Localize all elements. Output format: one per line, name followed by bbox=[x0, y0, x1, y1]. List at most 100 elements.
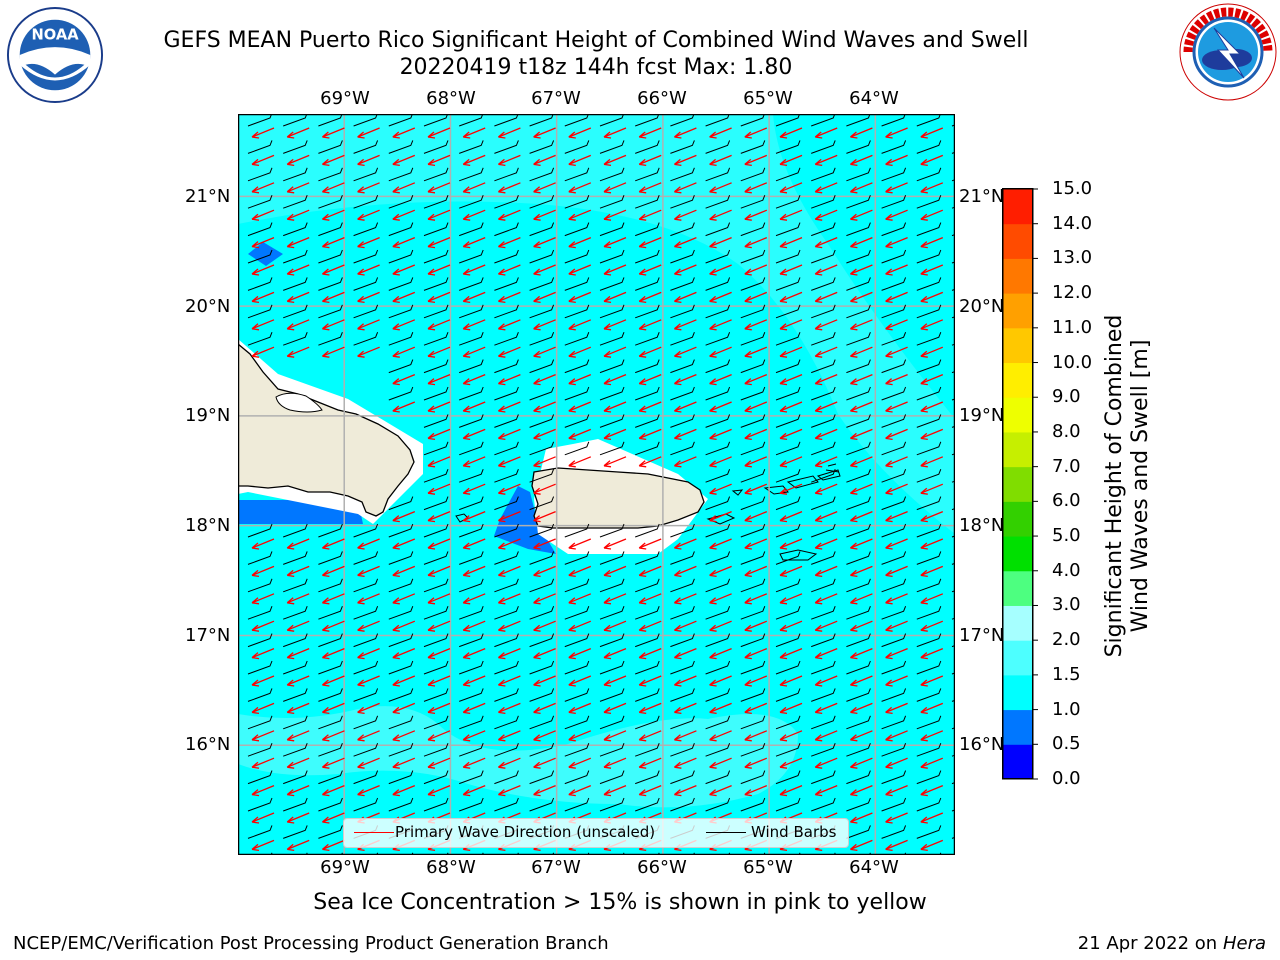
wind-barb bbox=[775, 222, 801, 237]
wind-barb bbox=[740, 551, 766, 565]
wind-barb bbox=[494, 414, 519, 428]
wave-direction-arrow bbox=[462, 127, 486, 139]
wind-barb bbox=[353, 551, 379, 565]
wind-barb bbox=[423, 578, 449, 593]
tortola bbox=[786, 475, 819, 489]
wave-direction-arrow bbox=[286, 784, 310, 797]
wave-direction-arrow bbox=[497, 428, 521, 441]
colorbar-cell bbox=[1003, 570, 1033, 606]
wave-direction-arrow bbox=[779, 346, 803, 358]
wind-barb bbox=[846, 578, 871, 593]
wind-barb bbox=[740, 523, 766, 538]
wind-barb bbox=[740, 140, 766, 154]
wave-direction-arrow bbox=[603, 127, 627, 139]
wave-direction-arrow bbox=[568, 154, 592, 167]
wind-barb bbox=[916, 359, 942, 374]
colorbar-cell bbox=[1003, 293, 1033, 329]
wave-direction-arrow bbox=[427, 236, 451, 249]
wave-direction-arrow bbox=[286, 291, 310, 304]
wind-barb bbox=[353, 797, 379, 812]
wind-barb bbox=[388, 167, 414, 182]
wave-direction-arrow bbox=[533, 401, 556, 413]
wave-direction-arrow bbox=[885, 401, 908, 413]
wind-barb bbox=[811, 249, 836, 264]
lon-label-top-66w: 66°W bbox=[637, 88, 687, 109]
wave-direction-arrow bbox=[814, 757, 838, 769]
wave-direction-arrow bbox=[638, 182, 662, 194]
wave-direction-arrow bbox=[462, 264, 486, 276]
wave-direction-arrow bbox=[533, 730, 556, 742]
wind-barb bbox=[283, 715, 308, 730]
wind-barb bbox=[775, 770, 801, 785]
wind-barb bbox=[846, 606, 871, 620]
wave-direction-arrow bbox=[779, 784, 803, 797]
wave-direction-arrow bbox=[321, 784, 345, 797]
colorbar-tick-label: 11.0 bbox=[1052, 316, 1093, 338]
lon-label-top-67w: 67°W bbox=[531, 88, 581, 109]
wind-barb bbox=[705, 496, 731, 511]
wave-direction-arrow bbox=[568, 784, 592, 797]
wind-barb bbox=[247, 304, 273, 319]
footer-date: 21 Apr 2022 on Hera bbox=[1078, 933, 1266, 954]
wave-direction-arrow bbox=[321, 264, 345, 276]
wave-direction-arrow bbox=[814, 565, 838, 578]
wave-direction-arrow bbox=[286, 812, 310, 824]
wave-direction-arrow bbox=[814, 675, 838, 687]
colorbar-cell bbox=[1003, 674, 1033, 711]
wind-barb bbox=[916, 441, 942, 456]
sea-ice-caption: Sea Ice Concentration > 15% is shown in … bbox=[313, 890, 927, 915]
wave-direction-arrow bbox=[885, 757, 908, 769]
wind-barb bbox=[529, 523, 555, 538]
wave-direction-arrow bbox=[673, 264, 697, 276]
wave-direction-arrow bbox=[568, 428, 592, 441]
wave-direction-arrow bbox=[392, 565, 416, 578]
wind-barb bbox=[599, 277, 625, 291]
wind-barb bbox=[318, 140, 343, 154]
wave-direction-arrow bbox=[357, 757, 380, 769]
wave-direction-arrow bbox=[744, 538, 768, 550]
wave-direction-arrow bbox=[497, 401, 521, 413]
wind-barb bbox=[846, 743, 871, 757]
wave-direction-arrow bbox=[568, 127, 592, 139]
wave-direction-arrow bbox=[885, 373, 908, 386]
wave-direction-arrow bbox=[462, 291, 486, 304]
wind-barb bbox=[388, 249, 414, 264]
wind-barb bbox=[705, 606, 731, 620]
wave-direction-arrow bbox=[744, 675, 768, 687]
wave-direction-arrow bbox=[251, 757, 275, 769]
wind-barb bbox=[635, 633, 660, 648]
wind-barb bbox=[459, 195, 484, 209]
wind-barb bbox=[283, 222, 308, 237]
wind-barb bbox=[705, 195, 731, 209]
wind-barb bbox=[423, 660, 449, 675]
wind-barb bbox=[423, 167, 449, 182]
wave-direction-arrow bbox=[885, 428, 908, 441]
wind-barb bbox=[740, 359, 766, 374]
wave-direction-arrow bbox=[744, 428, 768, 441]
wind-barb bbox=[881, 660, 907, 675]
wave-direction-arrow bbox=[638, 373, 662, 386]
wave-direction-arrow bbox=[885, 538, 908, 550]
wind-barb bbox=[247, 688, 273, 702]
wave-direction-arrow bbox=[251, 593, 275, 605]
lon-label-bottom-68w: 68°W bbox=[426, 857, 476, 878]
wave-direction-arrow bbox=[673, 428, 697, 441]
colorbar-tick-label: 1.5 bbox=[1052, 663, 1081, 685]
wave-direction-arrow bbox=[357, 127, 380, 139]
wind-barb bbox=[599, 222, 625, 237]
wave-direction-arrow bbox=[814, 182, 838, 194]
wave-direction-arrow bbox=[709, 593, 732, 605]
wave-direction-arrow bbox=[638, 647, 662, 660]
wave-direction-arrow bbox=[744, 346, 768, 358]
wave-direction-arrow bbox=[286, 702, 310, 715]
wave-direction-arrow bbox=[920, 428, 944, 441]
wave-direction-arrow bbox=[849, 182, 873, 194]
wind-barb bbox=[388, 277, 414, 291]
wave-direction-arrow bbox=[849, 154, 873, 167]
wind-barb bbox=[811, 195, 836, 209]
wave-direction-arrow bbox=[673, 291, 697, 304]
wave-direction-arrow bbox=[392, 264, 416, 276]
wave-direction-arrow bbox=[849, 401, 873, 413]
wave-direction-arrow bbox=[744, 264, 768, 276]
wind-barb bbox=[564, 414, 590, 428]
